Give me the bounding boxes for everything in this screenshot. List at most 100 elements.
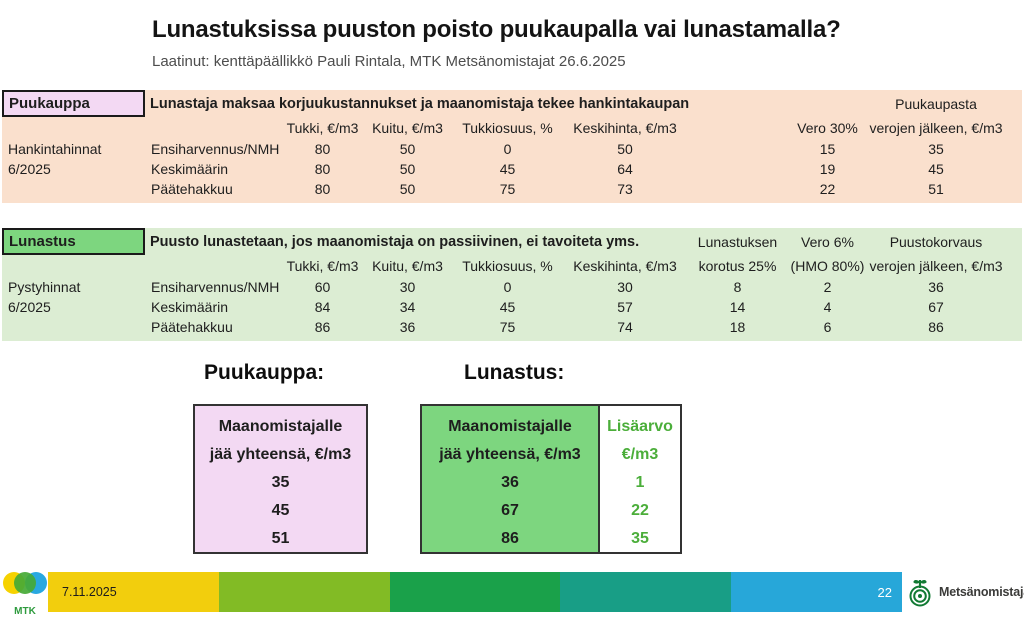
summary-value: 67 <box>501 502 519 519</box>
cell-kuitu: 50 <box>399 141 416 157</box>
cell-tukki: 80 <box>314 181 331 197</box>
table-row: Pystyhinnat Ensiharvennus/NMH 60 30 0 30… <box>2 277 1002 297</box>
summary-value: 45 <box>271 502 290 519</box>
puukauppa-table: Puukauppa Lunastaja maksaa korjuukustann… <box>2 90 1022 203</box>
puukauppa-column-headers: Tukki, €/m3 Kuitu, €/m3 Tukkiosuus, % Ke… <box>2 117 1003 139</box>
cell-tukki: 60 <box>314 279 331 295</box>
col-header-korotus: korotus 25% <box>698 258 777 274</box>
mtk-logo-icon: MTK <box>3 572 47 617</box>
table-row: Päätehakkuu 80 50 75 73 22 51 <box>2 179 1002 199</box>
puukauppa-corner-header: Puukaupasta <box>895 95 977 112</box>
cell-verojen-jalkeen: 86 <box>928 319 944 335</box>
puukauppa-summary-box: Maanomistajalle jää yhteensä, €/m3 35 45… <box>193 404 368 554</box>
cell-korotus: 14 <box>729 299 746 315</box>
cell-kuitu: 50 <box>399 181 416 197</box>
cell-vero: 6 <box>823 319 832 335</box>
row-name: Ensiharvennus/NMH <box>151 141 280 157</box>
summary-value: 36 <box>501 474 519 491</box>
col-header-puustokorvaus: Puustokorvaus <box>889 233 983 250</box>
row-group-label: 6/2025 <box>8 161 51 177</box>
cell-keskihinta: 57 <box>617 299 633 315</box>
row-group-label: Pystyhinnat <box>8 279 81 295</box>
cell-verojen-jalkeen: 36 <box>928 279 944 295</box>
cell-tukki: 80 <box>314 161 331 177</box>
cell-kuitu: 50 <box>399 161 416 177</box>
lunastus-description: Puusto lunastetaan, jos maanomistaja on … <box>150 233 640 250</box>
summary-label-line1: Maanomistajalle <box>218 418 343 435</box>
brand-name: Metsänomistajat <box>939 585 1024 599</box>
cell-tukkiosuus: 0 <box>503 141 512 157</box>
lisaarvo-label-line1: Lisäarvo <box>607 418 673 435</box>
summary-label-line2: jää yhteensä, €/m3 <box>439 446 581 463</box>
cell-tukki: 84 <box>314 299 331 315</box>
page-number: 22 <box>877 584 892 600</box>
lunastus-column-headers: Tukki, €/m3 Kuitu, €/m3 Tukkiosuus, % Ke… <box>2 255 1003 277</box>
col-header-keskihinta: Keskihinta, €/m3 <box>573 258 677 274</box>
cell-tukki: 80 <box>314 141 331 157</box>
table-row: 6/2025 Keskimäärin 84 34 45 57 14 4 67 <box>2 297 1002 317</box>
col-header-hmo: (HMO 80%) <box>790 258 865 274</box>
cell-kuitu: 34 <box>399 299 416 315</box>
cell-vero: 2 <box>823 279 832 295</box>
mtk-logo-text: MTK <box>14 606 36 617</box>
lisaarvo-value: 35 <box>631 530 649 547</box>
row-group-label: Hankintahinnat <box>8 141 102 157</box>
cell-vero: 4 <box>823 299 832 315</box>
cell-verojen-jalkeen: 45 <box>928 161 944 177</box>
mtk-logo: MTK <box>2 569 48 622</box>
summary-heading-puukauppa: Puukauppa: <box>204 361 325 384</box>
page-subtitle: Laatinut: kenttäpäällikkö Pauli Rintala,… <box>152 53 626 70</box>
col-header-verojen-jalkeen: verojen jälkeen, €/m3 <box>869 258 1003 274</box>
page-title: Lunastuksissa puuston poisto puukaupalla… <box>152 16 841 43</box>
cell-vero: 19 <box>819 161 836 177</box>
metsanomistajat-logo-icon <box>909 579 931 607</box>
summary-value: 86 <box>501 530 519 547</box>
footer-date: 7.11.2025 <box>62 585 117 599</box>
puukauppa-description: Lunastaja maksaa korjuukustannukset ja m… <box>150 95 690 112</box>
col-header-lunastuksen: Lunastuksen <box>697 233 778 250</box>
cell-kuitu: 36 <box>399 319 416 335</box>
cell-tukkiosuus: 45 <box>499 299 516 315</box>
cell-tukkiosuus: 75 <box>499 319 516 335</box>
lunastus-summary-main-column: Maanomistajalle jää yhteensä, €/m3 36 67… <box>422 406 598 552</box>
footer-bar-segment-yellow: 7.11.2025 <box>48 572 219 612</box>
cell-vero: 15 <box>819 141 836 157</box>
cell-verojen-jalkeen: 67 <box>928 299 944 315</box>
cell-tukkiosuus: 75 <box>499 181 516 197</box>
col-header-vero6: Vero 6% <box>801 233 854 250</box>
cell-kuitu: 30 <box>399 279 416 295</box>
summary-value: 51 <box>271 530 290 547</box>
cell-verojen-jalkeen: 35 <box>928 141 944 157</box>
cell-keskihinta: 73 <box>617 181 633 197</box>
cell-korotus: 18 <box>729 319 746 335</box>
col-header-tukki: Tukki, €/m3 <box>286 120 359 136</box>
summary-label-line2: jää yhteensä, €/m3 <box>209 446 352 463</box>
footer-color-bar: 7.11.2025 22 <box>48 572 902 612</box>
cell-tukkiosuus: 0 <box>503 279 512 295</box>
row-name: Ensiharvennus/NMH <box>151 279 280 295</box>
row-name: Päätehakkuu <box>151 181 233 197</box>
lunastus-header-row: Lunastus Puusto lunastetaan, jos maanomi… <box>2 228 1002 255</box>
lisaarvo-value: 1 <box>635 474 645 491</box>
puukauppa-table-label: Puukauppa <box>2 90 145 117</box>
table-row: Päätehakkuu 86 36 75 74 18 6 86 <box>2 317 1002 337</box>
cell-tukkiosuus: 45 <box>499 161 516 177</box>
col-header-kuitu: Kuitu, €/m3 <box>372 120 443 136</box>
col-header-verojen-jalkeen: verojen jälkeen, €/m3 <box>869 120 1003 136</box>
col-header-tukkiosuus: Tukkiosuus, % <box>462 258 553 274</box>
row-name: Keskimäärin <box>151 299 229 315</box>
summary-value: 35 <box>271 474 290 491</box>
summary-label-line1: Maanomistajalle <box>448 418 572 435</box>
lisaarvo-column: Lisäarvo €/m3 1 22 35 <box>598 406 680 552</box>
cell-keskihinta: 30 <box>617 279 633 295</box>
table-row: 6/2025 Keskimäärin 80 50 45 64 19 45 <box>2 159 1002 179</box>
col-header-tukki: Tukki, €/m3 <box>286 258 359 274</box>
table-row: Hankintahinnat Ensiharvennus/NMH 80 50 0… <box>2 139 1002 159</box>
footer-bar-segment-yellowgreen <box>218 572 390 612</box>
row-group-label: 6/2025 <box>8 299 51 315</box>
cell-vero: 22 <box>819 181 836 197</box>
col-header-keskihinta: Keskihinta, €/m3 <box>573 120 677 136</box>
col-header-tukkiosuus: Tukkiosuus, % <box>462 120 553 136</box>
cell-verojen-jalkeen: 51 <box>928 181 944 197</box>
